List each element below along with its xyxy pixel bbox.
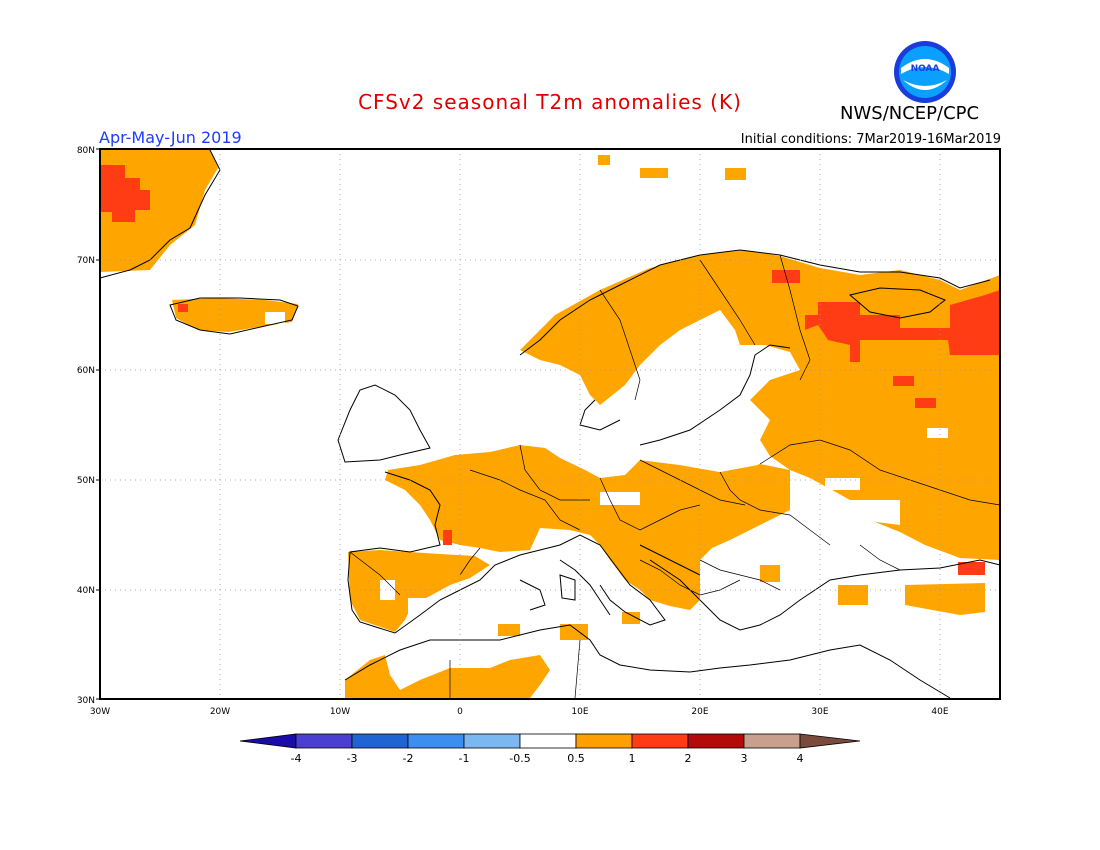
- season-label: Apr-May-Jun 2019: [99, 128, 242, 147]
- lon-label: 30W: [90, 707, 110, 717]
- colorbar-labels: -4 -3 -2 -1 -0.5 0.5 1 2 3 4: [291, 752, 804, 765]
- coastlines: [99, 149, 1001, 699]
- agency-label: NWS/NCEP/CPC: [840, 103, 980, 124]
- colorbar-label: 3: [741, 752, 748, 765]
- lon-label: 10E: [571, 707, 588, 717]
- colorbar-label: -4: [291, 752, 302, 765]
- colorbar-label: -0.5: [509, 752, 530, 765]
- colorbar-label: 4: [797, 752, 804, 765]
- colorbar-right-arrow: [799, 733, 861, 749]
- lat-label: 30N: [77, 696, 95, 706]
- lat-label: 60N: [77, 366, 95, 376]
- lat-label: 80N: [77, 146, 95, 156]
- colorbar-segment: [295, 733, 353, 749]
- longitude-labels: 30W 20W 10W 0 10E 20E 30E 40E: [90, 707, 949, 717]
- colorbar-segment: [687, 733, 745, 749]
- colorbar-label: -1: [459, 752, 470, 765]
- colorbar-segment: [463, 733, 521, 749]
- initial-conditions-label: Initial conditions: 7Mar2019-16Mar2019: [740, 132, 1001, 147]
- latitude-labels: 80N 70N 60N 50N 40N 30N: [77, 146, 95, 706]
- lon-label: 10W: [330, 707, 350, 717]
- colorbar: [239, 733, 861, 749]
- colorbar-segment: [407, 733, 465, 749]
- map-title: CFSv2 seasonal T2m anomalies (K): [358, 90, 742, 114]
- lon-label: 0: [457, 707, 463, 717]
- anomaly-hot-regions: [100, 165, 1000, 575]
- colorbar-left-arrow: [239, 733, 297, 749]
- colorbar-segment: [743, 733, 801, 749]
- noaa-logo: NOAA: [894, 41, 956, 103]
- lon-label: 30E: [811, 707, 828, 717]
- colorbar-label: 1: [629, 752, 636, 765]
- colorbar-label: 2: [685, 752, 692, 765]
- lon-label: 20W: [210, 707, 230, 717]
- colorbar-segment: [575, 733, 633, 749]
- lat-label: 50N: [77, 476, 95, 486]
- graticule: [100, 149, 1000, 699]
- colorbar-segment: [351, 733, 409, 749]
- colorbar-label: -2: [403, 752, 414, 765]
- colorbar-segment: [519, 733, 577, 749]
- lat-label: 40N: [77, 586, 95, 596]
- map-frame: [99, 148, 1001, 700]
- colorbar-label: 0.5: [567, 752, 585, 765]
- lat-label: 70N: [77, 256, 95, 266]
- svg-text:NOAA: NOAA: [911, 64, 940, 74]
- colorbar-label: -3: [347, 752, 358, 765]
- colorbar-segment: [631, 733, 689, 749]
- country-borders: [349, 254, 1001, 699]
- lon-label: 20E: [691, 707, 708, 717]
- lon-label: 40E: [931, 707, 948, 717]
